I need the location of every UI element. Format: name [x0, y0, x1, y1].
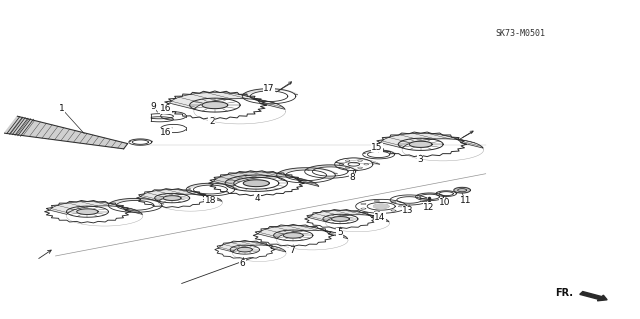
Polygon shape: [409, 141, 432, 147]
Polygon shape: [202, 101, 228, 109]
Polygon shape: [278, 168, 337, 174]
Polygon shape: [309, 211, 389, 222]
Text: 13: 13: [402, 206, 413, 215]
Polygon shape: [436, 191, 457, 193]
Text: 11: 11: [460, 196, 471, 205]
Text: 10: 10: [439, 198, 451, 207]
Polygon shape: [218, 241, 286, 252]
Text: SK73-M0501: SK73-M0501: [496, 28, 546, 38]
Text: 17: 17: [263, 84, 275, 93]
Polygon shape: [284, 233, 303, 238]
Text: 3: 3: [417, 155, 423, 164]
Text: 4: 4: [255, 194, 260, 203]
Text: 7: 7: [289, 246, 295, 255]
Text: 6: 6: [239, 259, 245, 268]
Text: 8: 8: [349, 173, 355, 182]
Polygon shape: [188, 183, 236, 188]
Text: 5: 5: [337, 228, 342, 237]
Polygon shape: [244, 89, 298, 95]
Polygon shape: [364, 150, 396, 154]
Polygon shape: [374, 204, 389, 208]
Polygon shape: [380, 133, 483, 148]
Polygon shape: [141, 189, 222, 201]
Polygon shape: [4, 116, 127, 149]
Polygon shape: [237, 247, 252, 252]
Polygon shape: [258, 226, 348, 239]
Text: 2: 2: [209, 117, 214, 126]
Polygon shape: [50, 202, 142, 214]
Text: 1: 1: [59, 104, 65, 113]
Polygon shape: [306, 165, 358, 170]
Polygon shape: [109, 198, 164, 204]
Text: 9: 9: [150, 102, 156, 111]
Text: 15: 15: [371, 143, 383, 152]
Text: 14: 14: [374, 212, 385, 222]
Polygon shape: [170, 93, 285, 109]
Polygon shape: [332, 217, 349, 221]
Text: 16: 16: [160, 128, 172, 137]
Text: 12: 12: [423, 203, 435, 212]
Polygon shape: [163, 196, 181, 200]
Text: 16: 16: [160, 104, 172, 113]
Polygon shape: [454, 187, 470, 193]
Polygon shape: [243, 180, 269, 187]
Polygon shape: [129, 139, 152, 142]
Polygon shape: [416, 193, 445, 196]
Text: 18: 18: [205, 196, 216, 205]
Text: FR.: FR.: [555, 288, 573, 298]
FancyArrow shape: [580, 292, 607, 301]
Polygon shape: [214, 172, 319, 186]
Polygon shape: [77, 209, 98, 214]
